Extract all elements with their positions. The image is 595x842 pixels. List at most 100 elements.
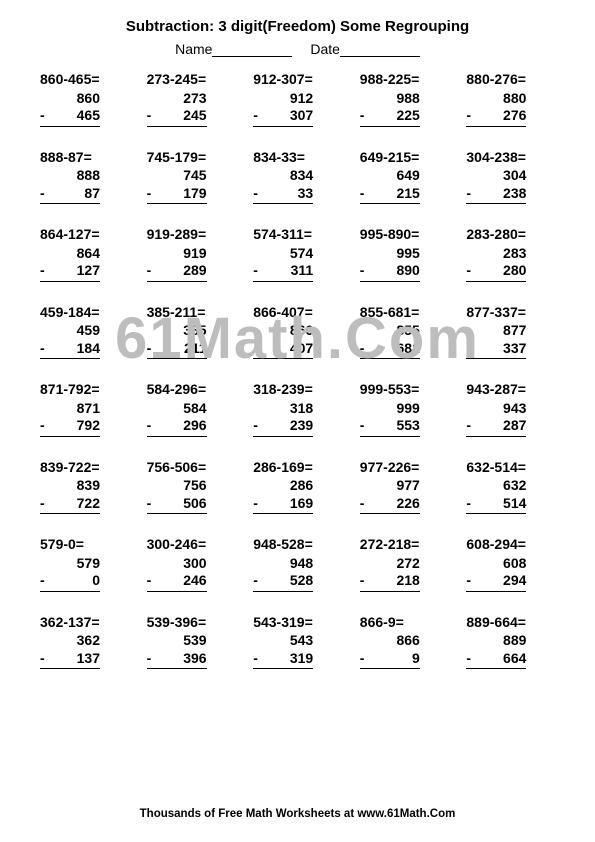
problem: 632-514=632-514 xyxy=(466,459,555,515)
problem-stack: 864-127 xyxy=(40,245,100,282)
problem: 579-0=579-0 xyxy=(40,536,129,592)
subtrahend-row: -311 xyxy=(253,262,313,282)
problem-stack: 300-246 xyxy=(147,555,207,592)
subtrahend: 33 xyxy=(265,185,313,203)
subtrahend: 289 xyxy=(159,262,207,280)
subtrahend: 514 xyxy=(478,495,526,513)
minuend: 272 xyxy=(360,555,420,573)
subtrahend-row: -276 xyxy=(466,107,526,127)
subtrahend: 9 xyxy=(372,650,420,668)
minus-sign: - xyxy=(360,107,372,125)
problem-stack: 385-211 xyxy=(147,322,207,359)
problem: 871-792=871-792 xyxy=(40,381,129,437)
minuend: 756 xyxy=(147,477,207,495)
subtrahend: 218 xyxy=(372,572,420,590)
minuend: 866 xyxy=(360,632,420,650)
minuend: 579 xyxy=(40,555,100,573)
minuend: 459 xyxy=(40,322,100,340)
problem-expression: 579-0= xyxy=(40,536,129,554)
problem-stack: 756-506 xyxy=(147,477,207,514)
problem-stack: 286-169 xyxy=(253,477,313,514)
subtrahend-row: -287 xyxy=(466,417,526,437)
minus-sign: - xyxy=(466,107,478,125)
problem: 385-211=385-211 xyxy=(147,304,236,360)
problem-expression: 273-245= xyxy=(147,71,236,89)
problem: 300-246=300-246 xyxy=(147,536,236,592)
subtrahend-row: -33 xyxy=(253,185,313,205)
minus-sign: - xyxy=(360,572,372,590)
subtrahend: 0 xyxy=(52,572,100,590)
minuend: 860 xyxy=(40,90,100,108)
subtrahend: 307 xyxy=(265,107,313,125)
header-line: Name Date xyxy=(40,41,555,57)
minuend: 943 xyxy=(466,400,526,418)
problem: 574-311=574-311 xyxy=(253,226,342,282)
problem-expression: 649-215= xyxy=(360,149,449,167)
subtrahend: 137 xyxy=(52,650,100,668)
problem: 888-87=888-87 xyxy=(40,149,129,205)
minuend: 948 xyxy=(253,555,313,573)
problem: 745-179=745-179 xyxy=(147,149,236,205)
minus-sign: - xyxy=(147,262,159,280)
problem: 839-722=839-722 xyxy=(40,459,129,515)
problem-stack: 888-87 xyxy=(40,167,100,204)
minus-sign: - xyxy=(40,572,52,590)
minus-sign: - xyxy=(40,650,52,668)
subtrahend: 311 xyxy=(265,262,313,280)
minus-sign: - xyxy=(40,495,52,513)
minuend: 871 xyxy=(40,400,100,418)
minus-sign: - xyxy=(253,650,265,668)
problem: 948-528=948-528 xyxy=(253,536,342,592)
problem: 860-465=860-465 xyxy=(40,71,129,127)
subtrahend: 245 xyxy=(159,107,207,125)
problem-expression: 889-664= xyxy=(466,614,555,632)
minuend: 919 xyxy=(147,245,207,263)
subtrahend: 553 xyxy=(372,417,420,435)
subtrahend-row: -280 xyxy=(466,262,526,282)
subtrahend: 280 xyxy=(478,262,526,280)
subtrahend: 225 xyxy=(372,107,420,125)
date-label: Date xyxy=(310,41,340,57)
problem-expression: 283-280= xyxy=(466,226,555,244)
subtrahend-row: -0 xyxy=(40,572,100,592)
problem-stack: 860-465 xyxy=(40,90,100,127)
problem: 543-319=543-319 xyxy=(253,614,342,670)
problem-stack: 855-681 xyxy=(360,322,420,359)
problem-expression: 834-33= xyxy=(253,149,342,167)
minuend: 834 xyxy=(253,167,313,185)
minus-sign: - xyxy=(466,340,478,358)
minuend: 286 xyxy=(253,477,313,495)
minus-sign: - xyxy=(360,495,372,513)
minus-sign: - xyxy=(360,185,372,203)
minuend: 866 xyxy=(253,322,313,340)
subtrahend-row: -296 xyxy=(147,417,207,437)
minuend: 649 xyxy=(360,167,420,185)
problem: 608-294=608-294 xyxy=(466,536,555,592)
subtrahend: 465 xyxy=(52,107,100,125)
minuend: 385 xyxy=(147,322,207,340)
date-blank[interactable] xyxy=(340,43,420,57)
subtrahend: 792 xyxy=(52,417,100,435)
minus-sign: - xyxy=(253,262,265,280)
minus-sign: - xyxy=(360,650,372,668)
problem-expression: 877-337= xyxy=(466,304,555,322)
name-blank[interactable] xyxy=(212,43,292,57)
problem-expression: 919-289= xyxy=(147,226,236,244)
problem-stack: 871-792 xyxy=(40,400,100,437)
minus-sign: - xyxy=(253,495,265,513)
minus-sign: - xyxy=(40,262,52,280)
problem-expression: 745-179= xyxy=(147,149,236,167)
problem-expression: 871-792= xyxy=(40,381,129,399)
subtrahend: 396 xyxy=(159,650,207,668)
subtrahend: 319 xyxy=(265,650,313,668)
problem: 756-506=756-506 xyxy=(147,459,236,515)
minuend: 877 xyxy=(466,322,526,340)
minuend: 608 xyxy=(466,555,526,573)
minus-sign: - xyxy=(253,417,265,435)
minus-sign: - xyxy=(147,340,159,358)
subtrahend-row: -664 xyxy=(466,650,526,670)
problem: 272-218=272-218 xyxy=(360,536,449,592)
problem: 864-127=864-127 xyxy=(40,226,129,282)
problem-expression: 584-296= xyxy=(147,381,236,399)
subtrahend-row: -245 xyxy=(147,107,207,127)
